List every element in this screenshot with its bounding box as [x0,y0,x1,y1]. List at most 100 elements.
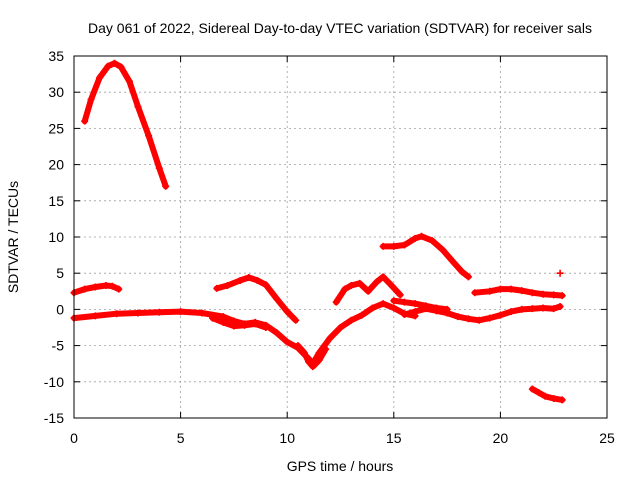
data-point-marker [475,316,483,324]
data-point-marker [528,289,536,297]
series-lone-point [556,269,564,277]
data-point-marker [528,305,536,313]
data-point-marker [539,290,547,298]
data-point-marker [496,285,504,293]
data-point-marker [262,281,270,289]
series-arc-dip-11h [294,342,330,371]
data-point-marker [400,298,408,306]
data-point-marker [309,363,317,371]
data-point-marker [390,242,398,250]
data-point-marker [411,300,419,308]
data-point-marker [117,63,125,71]
data-point-marker [449,258,457,266]
data-point-marker [443,309,451,317]
data-point-marker [458,268,466,276]
data-point-marker [111,59,119,67]
series-arc-bumps-13h [332,273,404,306]
data-point-marker [322,345,330,353]
y-tick-label: 0 [56,301,64,317]
series-arc-base-left [70,300,419,368]
data-point-marker [96,74,104,82]
data-point-marker [550,305,558,313]
data-point-marker [379,300,387,308]
x-tick-label: 20 [493,430,509,446]
series-trace [213,274,299,324]
data-point-marker [507,308,515,316]
data-point-marker [177,308,185,316]
x-tick-label: 5 [177,430,185,446]
data-point-marker [294,342,302,350]
x-tick-label: 15 [386,430,402,446]
x-tick-label: 25 [599,430,615,446]
data-point-marker [541,392,549,400]
y-tick-label: 5 [56,265,64,281]
data-point-marker [145,132,153,140]
data-point-marker [386,279,394,287]
data-point-marker [224,282,232,290]
data-point-marker [81,285,89,293]
y-tick-label: 30 [48,84,64,100]
data-point-marker [198,309,206,317]
data-point-marker [556,269,564,277]
data-point-marker [102,282,110,290]
data-point-marker [213,284,221,292]
data-point-marker [358,311,366,319]
data-point-marker [464,273,472,281]
data-point-marker [454,313,462,321]
data-point-marker [162,182,170,190]
data-point-marker [219,318,227,326]
data-point-marker [486,287,494,295]
data-point-marker [432,307,440,315]
series-trace [380,233,472,280]
series-arc-high [81,59,170,190]
data-point-marker [535,389,543,397]
data-point-marker [528,385,536,393]
data-point-marker [347,282,355,290]
series-trace [529,386,566,403]
x-tick-label: 0 [70,430,78,446]
data-point-marker [558,396,566,404]
data-point-marker [300,349,308,357]
data-point-marker [113,310,121,318]
data-point-marker [230,322,238,330]
data-point-marker [422,305,430,313]
data-point-marker [155,308,163,316]
data-point-marker [241,321,249,329]
data-point-marker [315,356,323,364]
data-point-marker [305,358,313,366]
y-tick-label: 35 [48,48,64,64]
data-point-marker [518,287,526,295]
data-point-marker [464,315,472,323]
x-tick-label: 10 [279,430,295,446]
data-point-marker [539,304,547,312]
data-point-marker [518,305,526,313]
data-point-marker [292,316,300,324]
data-point-marker [251,320,259,328]
data-point-marker [428,237,436,245]
y-tick-label: -10 [44,374,64,390]
data-point-marker [379,242,387,250]
y-tick-label: -5 [52,338,65,354]
data-point-marker [550,394,558,402]
data-point-marker [390,304,398,312]
y-tick-label: 20 [48,157,64,173]
data-point-marker [411,234,419,242]
data-point-marker [332,298,340,306]
series-trace [71,300,419,367]
data-point-marker [379,273,387,281]
data-point-marker [262,324,270,331]
data-point-marker [91,283,99,291]
series-arc-right-neg [528,385,566,404]
data-point-marker [496,311,504,319]
data-point-marker [347,316,355,324]
series-arc-low-left [70,282,123,297]
y-tick-label: -15 [44,410,64,426]
chart-title: Day 061 of 2022, Sidereal Day-to-day VTE… [88,20,592,36]
data-point-marker [471,289,479,297]
data-point-marker [439,246,447,254]
x-axis-title: GPS time / hours [287,458,394,474]
data-series [70,59,566,404]
y-tick-label: 25 [48,120,64,136]
data-point-marker [236,276,244,284]
data-point-marker [411,308,419,316]
